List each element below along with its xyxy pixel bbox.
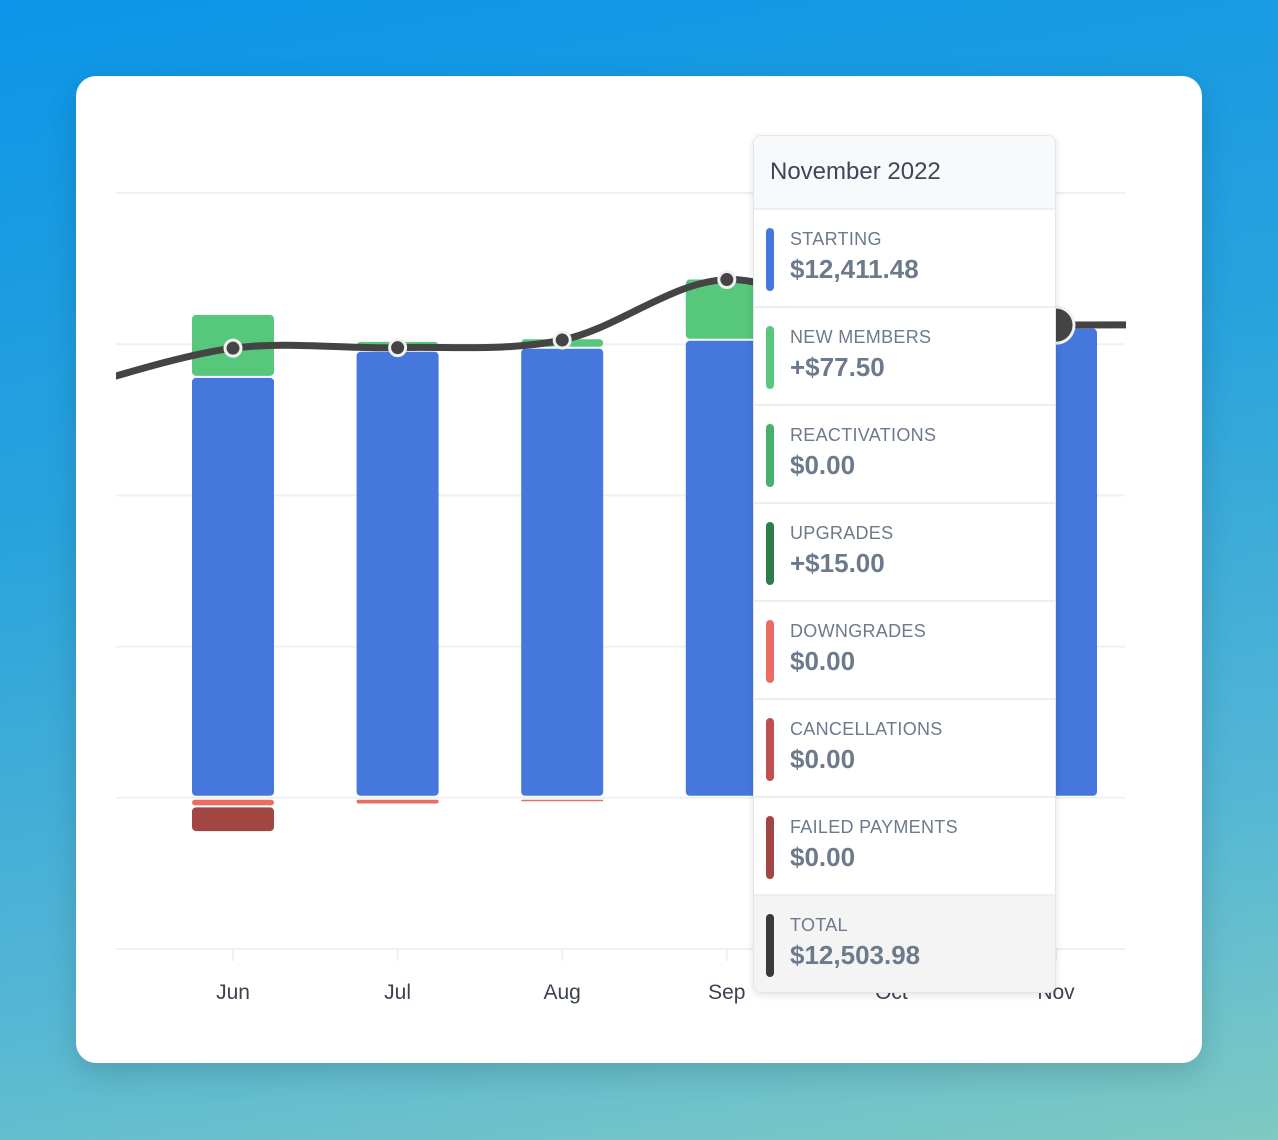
total-point-jul[interactable]: [388, 338, 408, 358]
series-color-marker: [766, 620, 774, 683]
tooltip-row-total: TOTAL $12,503.98: [754, 896, 1055, 992]
series-color-marker: [766, 522, 774, 585]
tooltip-row-label: TOTAL: [790, 915, 848, 935]
total-point-jun[interactable]: [223, 338, 243, 358]
tooltip-row-downgrades: DOWNGRADES $0.00: [754, 602, 1055, 700]
tooltip-row-value: +$15.00: [790, 548, 885, 578]
tooltip-row-value: $0.00: [790, 842, 856, 872]
series-color-marker: [766, 424, 774, 487]
tooltip-title: November 2022: [754, 136, 1055, 210]
bar-segment-jun-downgrades[interactable]: [192, 799, 274, 806]
series-color-marker: [766, 718, 774, 781]
bar-segment-jun-failed-payments[interactable]: [192, 807, 274, 832]
x-tick-label: Aug: [544, 981, 581, 1004]
series-color-marker: [766, 326, 774, 389]
total-point-sep[interactable]: [717, 270, 737, 290]
series-color-marker: [766, 228, 774, 291]
tooltip-row-cancellations: CANCELLATIONS $0.00: [754, 700, 1055, 798]
tooltip-row-label: CANCELLATIONS: [790, 719, 943, 739]
tooltip-row-label: NEW MEMBERS: [790, 327, 932, 347]
tooltip-row-value: $12,411.48: [790, 254, 919, 284]
bar-segment-jun-starting[interactable]: [192, 377, 274, 796]
bar-segment-aug-starting[interactable]: [521, 348, 604, 796]
tooltip-row-label: REACTIVATIONS: [790, 425, 937, 445]
tooltip-row-upgrades: UPGRADES +$15.00: [754, 504, 1055, 602]
tooltip: November 2022 STARTING $12,411.48 NEW ME…: [753, 135, 1056, 993]
total-point-aug[interactable]: [552, 330, 572, 350]
x-tick-label: Jul: [384, 981, 411, 1004]
tooltip-row-label: UPGRADES: [790, 523, 894, 543]
tooltip-row-value: +$77.50: [790, 352, 885, 382]
tooltip-row-value: $12,503.98: [790, 940, 921, 970]
series-color-marker: [766, 816, 774, 879]
tooltip-row-value: $0.00: [790, 744, 856, 774]
tooltip-row-label: DOWNGRADES: [790, 621, 927, 641]
bar-segment-aug-downgrades[interactable]: [521, 799, 604, 802]
tooltip-row-failed-payments: FAILED PAYMENTS $0.00: [754, 798, 1055, 896]
series-color-marker: [766, 914, 774, 977]
tooltip-row-label: FAILED PAYMENTS: [790, 817, 958, 837]
tooltip-row-value: $0.00: [790, 450, 856, 480]
bar-segment-jul-starting[interactable]: [356, 351, 439, 796]
x-tick-label: Jun: [216, 981, 250, 1004]
bar-segment-sep-starting[interactable]: [685, 340, 768, 796]
x-tick-label: Sep: [708, 981, 745, 1004]
bar-segment-sep-new-members[interactable]: [685, 279, 768, 339]
tooltip-row-starting: STARTING $12,411.48: [754, 210, 1055, 308]
tooltip-row-value: $0.00: [790, 646, 856, 676]
tooltip-row-reactivations: REACTIVATIONS $0.00: [754, 406, 1055, 504]
bar-segment-jul-downgrades[interactable]: [356, 799, 439, 804]
tooltip-row-new-members: NEW MEMBERS +$77.50: [754, 308, 1055, 406]
tooltip-row-label: STARTING: [790, 229, 882, 249]
